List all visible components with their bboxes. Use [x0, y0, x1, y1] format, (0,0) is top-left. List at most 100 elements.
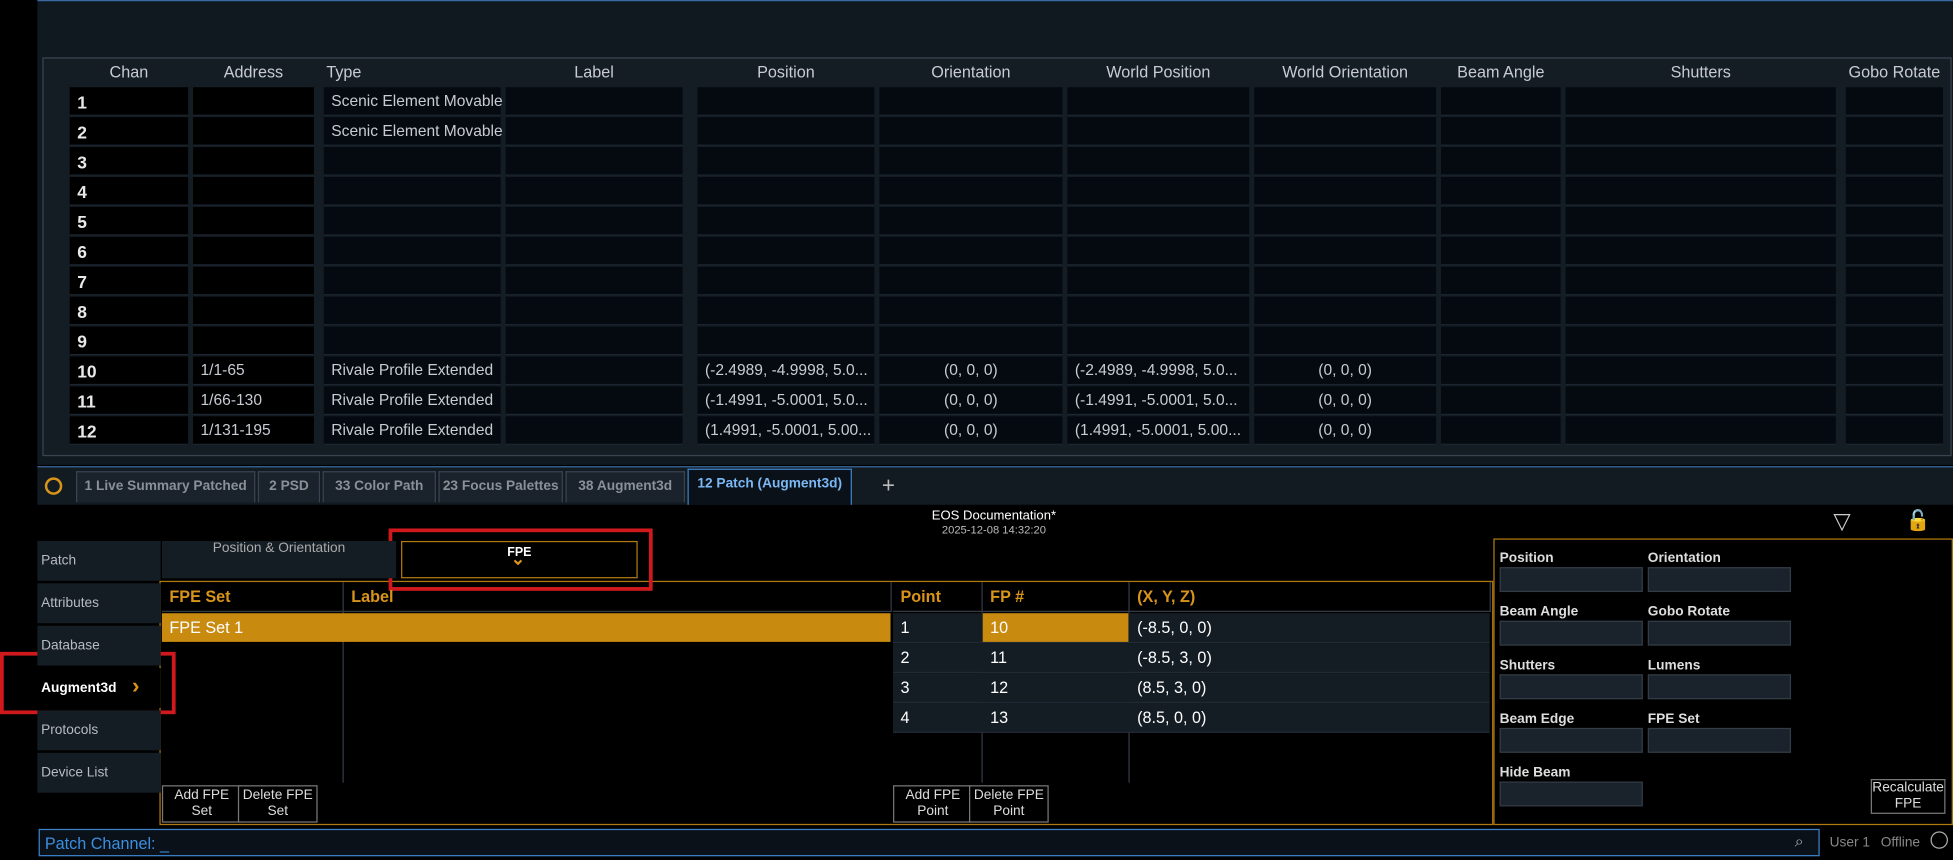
property-field[interactable]: [1647, 567, 1792, 593]
point-cell: 12: [990, 678, 1009, 697]
selected-row[interactable]: [161, 613, 891, 642]
sidebar-item[interactable]: Database: [37, 625, 161, 666]
tab[interactable]: 1 Live Summary Patched: [75, 471, 256, 503]
cell-bg: [879, 117, 1063, 146]
sidebar-item[interactable]: Device List: [37, 752, 161, 793]
cell-bg: [69, 326, 189, 356]
channel-number: 10: [77, 361, 97, 382]
cell-bg: [1565, 147, 1836, 176]
cell-bg: [505, 266, 683, 296]
column-header: Gobo Rotate: [1848, 62, 1941, 82]
cell-bg: [69, 236, 189, 266]
tab[interactable]: 23 Focus Palettes: [438, 471, 563, 503]
cell-bg: [697, 326, 875, 356]
cell-bg: [879, 296, 1063, 326]
cell-bg: [1565, 416, 1836, 445]
property-label: Orientation: [1647, 550, 1721, 566]
property-label: FPE Set: [1647, 711, 1700, 727]
cell-bg: [1067, 206, 1250, 236]
cell-bg: [505, 206, 683, 236]
cell-bg: [697, 176, 875, 206]
cell-bg: [69, 266, 189, 296]
cell-bg: [69, 117, 189, 146]
cell-bg: [69, 416, 189, 445]
command-line[interactable]: [38, 828, 1820, 857]
property-field[interactable]: [1647, 620, 1792, 646]
cell: (-2.4989, -4.9998, 5.0...: [1074, 361, 1238, 379]
tab[interactable]: 2 PSD: [257, 471, 321, 503]
channel-number: 9: [77, 331, 87, 352]
filter-icon[interactable]: ▽: [1833, 508, 1851, 534]
property-field[interactable]: [1647, 674, 1792, 700]
column-header: Beam Angle: [1457, 62, 1545, 82]
cell-bg: [193, 147, 314, 176]
cell-bg: [1441, 326, 1561, 356]
property-field[interactable]: [1499, 567, 1643, 593]
tab[interactable]: 38 Augment3d: [565, 471, 686, 503]
cell-bg: [1845, 266, 1943, 296]
cell-bg: [879, 87, 1063, 116]
sidebar-item[interactable]: Patch: [37, 540, 161, 581]
cell-bg: [323, 416, 501, 445]
fp-cell: [982, 673, 1129, 702]
point-cell: 2: [900, 648, 910, 667]
cell: 1/66-130: [200, 391, 263, 409]
cell-bg: [1254, 386, 1437, 416]
button[interactable]: Add FPE Point: [893, 785, 973, 823]
cell-bg: [505, 117, 683, 146]
property-field[interactable]: [1499, 727, 1643, 753]
cell-bg: [1254, 147, 1437, 176]
lock-icon[interactable]: 🔓: [1905, 511, 1931, 533]
cell-bg: [1565, 266, 1836, 296]
point-cell: (-8.5, 3, 0): [1137, 648, 1212, 667]
cell-bg: [505, 296, 683, 326]
column-header: Position: [757, 62, 815, 82]
cell-bg: [1254, 356, 1437, 386]
cell-bg: [1441, 87, 1561, 116]
cell-bg: [323, 266, 501, 296]
button[interactable]: Recalculate FPE: [1870, 779, 1946, 814]
cell-bg: [1441, 176, 1561, 206]
cell: (0, 0, 0): [944, 361, 998, 379]
sidebar-item[interactable]: Augment3d: [37, 668, 161, 708]
cell-bg: [69, 356, 189, 386]
cell-bg: [879, 266, 1063, 296]
cell-bg: [323, 386, 501, 416]
cell-bg: [1254, 176, 1437, 206]
cell: (-1.4991, -5.0001, 5.0...: [1074, 391, 1238, 409]
status: Offline: [1880, 835, 1921, 851]
cell-bg: [879, 416, 1063, 445]
cell: (1.4991, -5.0001, 5.00...: [1074, 421, 1242, 439]
cell-bg: [1067, 147, 1250, 176]
property-field[interactable]: [1499, 781, 1643, 807]
property-field[interactable]: [1647, 727, 1792, 753]
tab[interactable]: 12 Patch (Augment3d): [687, 468, 852, 505]
cell-bg: [1067, 236, 1250, 266]
cell-bg: [1565, 356, 1836, 386]
cell: (0, 0, 0): [944, 391, 998, 409]
add-tab[interactable]: +: [881, 472, 895, 498]
button[interactable]: Delete FPE Point: [968, 785, 1049, 823]
cell-bg: [193, 386, 314, 416]
button[interactable]: Delete FPE Set: [237, 785, 318, 823]
cell-bg: [1565, 87, 1836, 116]
cell-bg: [1565, 117, 1836, 146]
cell-bg: [1441, 117, 1561, 146]
button[interactable]: Add FPE Set: [161, 785, 242, 823]
cell-bg: [1845, 296, 1943, 326]
channel-number: 4: [77, 181, 87, 202]
sidebar-item[interactable]: Protocols: [37, 710, 161, 751]
subtab[interactable]: Position & Orientation: [161, 540, 397, 579]
property-field[interactable]: [1499, 620, 1643, 646]
cell-bg: [1441, 206, 1561, 236]
settings-icon[interactable]: [44, 477, 63, 495]
channel-number: 3: [77, 152, 87, 173]
subtab[interactable]: FPE: [401, 540, 638, 579]
property-field[interactable]: [1499, 674, 1643, 700]
cell-bg: [697, 117, 875, 146]
sidebar-item[interactable]: Attributes: [37, 583, 161, 624]
tab[interactable]: 33 Color Path: [322, 471, 436, 503]
cell-bg: [697, 416, 875, 445]
cell-bg: [697, 266, 875, 296]
